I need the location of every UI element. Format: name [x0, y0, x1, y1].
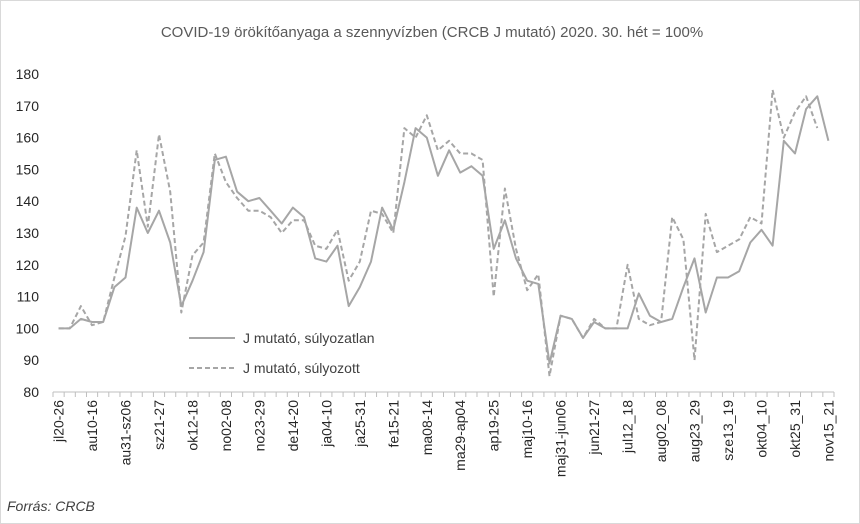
- y-tick-label: 80: [23, 384, 39, 400]
- x-tick-label: fe15-21: [385, 400, 401, 448]
- x-tick-label: ma08-14: [419, 400, 435, 455]
- y-tick-label: 180: [16, 66, 40, 82]
- chart-title: COVID-19 örökítőanyaga a szennyvízben (C…: [161, 24, 703, 41]
- y-tick-label: 160: [16, 130, 40, 146]
- x-tick-label: ma29-ap04: [452, 400, 468, 471]
- legend-label-weighted: J mutató, súlyozott: [243, 360, 360, 376]
- x-tick-label: de14-20: [285, 400, 301, 452]
- x-tick-label: ap19-25: [486, 400, 502, 452]
- x-tick-label: no02-08: [218, 400, 234, 452]
- y-tick-label: 120: [16, 257, 40, 273]
- y-tick-label: 130: [16, 225, 40, 241]
- x-tick-label: okt04_10: [753, 400, 769, 458]
- y-tick-label: 100: [16, 320, 40, 336]
- x-tick-label: sze13_19: [720, 400, 736, 461]
- x-tick-label: au10-16: [84, 400, 100, 452]
- y-tick-label: 90: [23, 352, 39, 368]
- x-tick-label: au31-sz06: [118, 400, 134, 466]
- x-tick-label: no23-29: [251, 400, 267, 452]
- x-axis: jl20-26 au10-16 au31-sz06 sz21-27 ok12-18 no0…: [51, 391, 836, 477]
- x-tick-label: aug23_29: [687, 400, 703, 463]
- legend-label-unweighted: J mutató, súlyozatlan: [243, 330, 375, 346]
- x-tick-label: jun21-27: [586, 400, 602, 456]
- legend: J mutató, súlyozatlan J mutató, súlyozot…: [189, 330, 375, 376]
- series-line-unweighted: [58, 95, 830, 365]
- x-tick-label: maj31-jun06: [553, 400, 569, 477]
- x-tick-label: jul12_18: [620, 400, 636, 454]
- x-tick-label: ok12-18: [184, 400, 200, 451]
- x-tick-label: aug02_08: [653, 400, 669, 463]
- x-tick-label: ja25-31: [352, 400, 368, 448]
- series-layer: [58, 88, 830, 378]
- source-note: Forrás: CRCB: [7, 498, 95, 514]
- x-tick-label: sz21-27: [151, 400, 167, 450]
- y-tick-label: 110: [17, 289, 40, 305]
- series-line-weighted: [58, 88, 819, 378]
- x-tick-label: nov15_21: [820, 400, 836, 462]
- x-tick-label: maj10-16: [519, 400, 535, 459]
- y-tick-label: 150: [16, 161, 40, 177]
- y-tick-label: 140: [16, 193, 40, 209]
- x-tick-label: jl20-26: [51, 400, 67, 443]
- x-tick-label: okt25_31: [787, 400, 803, 458]
- x-tick-label: ja04-10: [318, 400, 334, 448]
- y-tick-label: 170: [16, 98, 40, 114]
- y-axis: 80 90 100 110 120 130 140 150 160 170 180: [16, 66, 40, 400]
